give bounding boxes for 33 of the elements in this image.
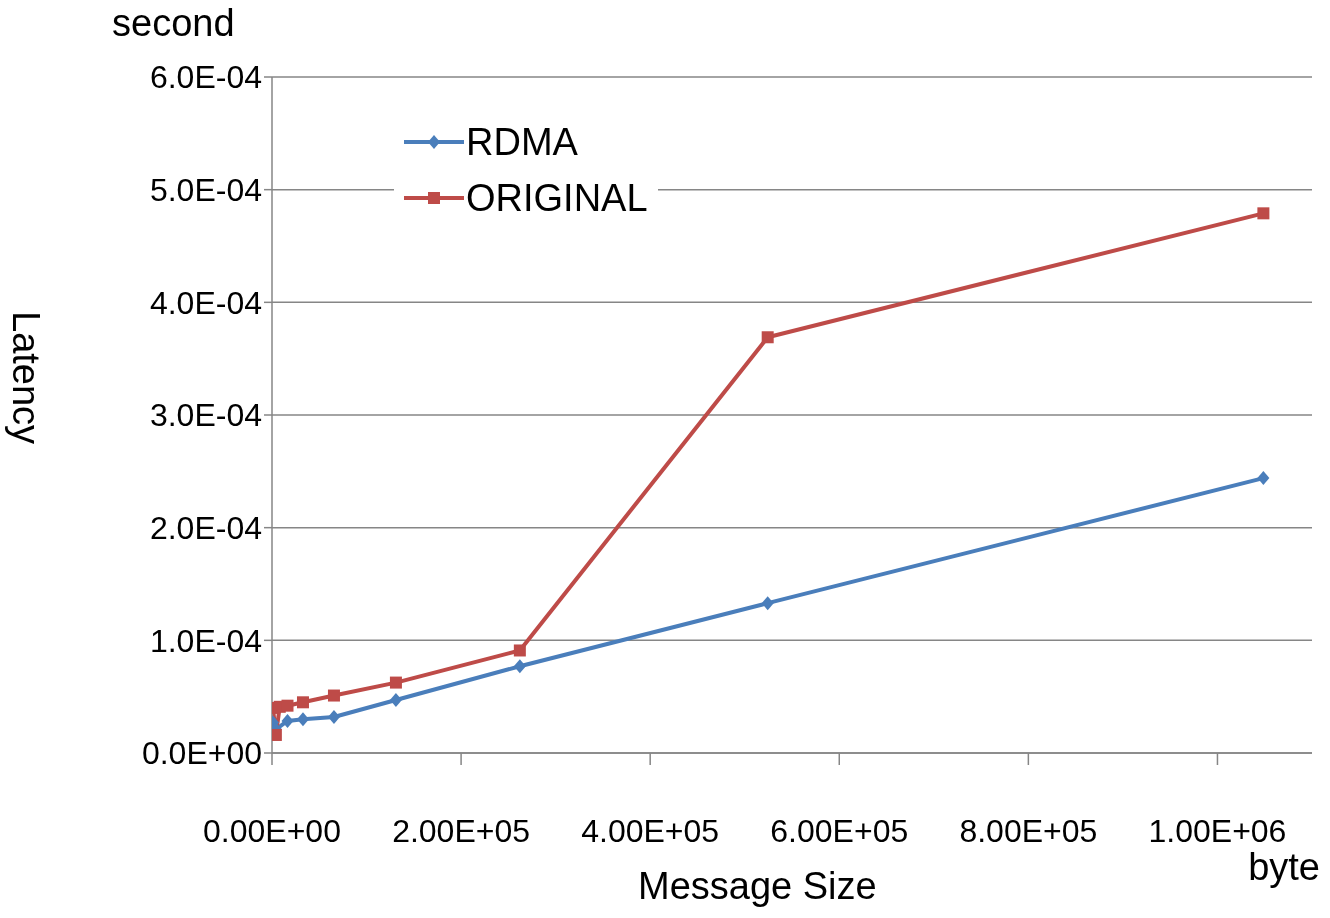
point — [761, 331, 774, 344]
legend-label: ORIGINAL — [466, 176, 648, 221]
text: second — [112, 2, 235, 45]
point — [1257, 207, 1270, 220]
y-tick-label: 0.0E+00 — [141, 735, 262, 772]
y-axis-title: Latency — [4, 311, 48, 445]
legend-label: RDMA — [466, 120, 578, 165]
point — [761, 596, 774, 611]
x-tick-label: 2.00E+05 — [392, 812, 531, 849]
x-axis-title: Message Size — [638, 864, 877, 908]
x-tick-label: 8.00E+05 — [959, 812, 1098, 849]
y-tick-label: 1.0E-04 — [149, 622, 262, 659]
point — [327, 689, 340, 702]
point — [513, 644, 526, 657]
y-tick-label: 5.0E-04 — [149, 172, 262, 209]
y-tick-label: 3.0E-04 — [149, 397, 262, 434]
y-tick-label: 2.0E-04 — [149, 510, 262, 547]
x-tick-label: 0.00E+00 — [203, 812, 341, 849]
text: byte — [1248, 846, 1320, 889]
point — [513, 659, 526, 674]
x-tick-label: 4.00E+05 — [581, 812, 720, 849]
x-tick-label: 1.00E+06 — [1148, 812, 1287, 849]
y-tick-label: 4.0E-04 — [149, 284, 262, 321]
point — [327, 709, 340, 724]
point — [281, 699, 294, 712]
point — [389, 693, 402, 708]
y-tick-label: 6.0E-04 — [149, 59, 262, 96]
point — [281, 713, 294, 728]
point — [296, 696, 309, 709]
point — [389, 676, 402, 689]
point — [1257, 471, 1270, 486]
x-tick-label: 6.00E+05 — [770, 812, 909, 849]
point — [296, 712, 309, 727]
